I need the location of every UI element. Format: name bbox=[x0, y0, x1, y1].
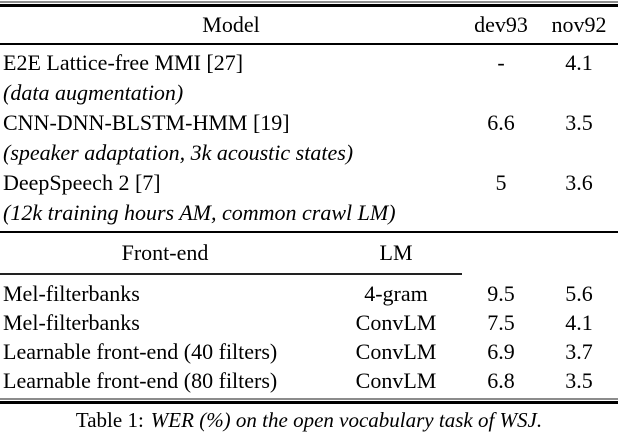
nov92-value: 4.1 bbox=[565, 50, 593, 75]
model-note: (speaker adaptation, 3k acoustic states) bbox=[3, 140, 354, 165]
dev93-value: 5 bbox=[495, 170, 507, 195]
column-header-model: Model bbox=[202, 12, 260, 37]
nov92-value: 3.5 bbox=[565, 110, 593, 135]
model-name: DeepSpeech 2 [7] bbox=[3, 170, 161, 195]
baseline-models-section: E2E Lattice-free MMI [27] - 4.1 (data au… bbox=[0, 45, 618, 231]
bottom-double-rule bbox=[0, 398, 618, 404]
lm-value: 4-gram bbox=[364, 280, 428, 306]
table-row: Mel-filterbanks ConvLM 7.5 4.1 bbox=[0, 308, 618, 337]
dev93-value: 6.8 bbox=[487, 367, 515, 393]
lm-value: ConvLM bbox=[355, 338, 437, 364]
frontend-header-row: Front-end LM bbox=[0, 233, 618, 273]
dev93-value: - bbox=[497, 50, 505, 75]
table-row: Mel-filterbanks 4-gram 9.5 5.6 bbox=[0, 279, 618, 308]
nov92-value: 3.6 bbox=[565, 170, 593, 195]
column-header-dev93: dev93 bbox=[474, 12, 528, 37]
frontend-name: Learnable front-end (80 filters) bbox=[3, 367, 278, 393]
dev93-value: 6.9 bbox=[487, 338, 515, 364]
model-name: CNN-DNN-BLSTM-HMM [19] bbox=[3, 110, 290, 135]
table-row: E2E Lattice-free MMI [27] - 4.1 bbox=[0, 48, 618, 78]
model-note: (data augmentation) bbox=[3, 80, 184, 105]
caption-text: WER (%) on the open vocabulary task of W… bbox=[150, 407, 543, 432]
table-header-row: Model dev93 nov92 bbox=[0, 7, 618, 43]
nov92-value: 5.6 bbox=[565, 280, 593, 306]
nov92-value: 3.5 bbox=[565, 367, 593, 393]
table-row: Learnable front-end (80 filters) ConvLM … bbox=[0, 366, 618, 395]
model-note: (12k training hours AM, common crawl LM) bbox=[3, 200, 396, 225]
column-header-nov92: nov92 bbox=[551, 12, 607, 37]
frontend-name: Learnable front-end (40 filters) bbox=[3, 338, 278, 364]
frontend-header-partial-rule bbox=[0, 273, 462, 275]
header-rule bbox=[0, 43, 618, 45]
model-name: E2E Lattice-free MMI [27] bbox=[3, 50, 244, 75]
column-header-front-end: Front-end bbox=[121, 240, 209, 265]
section-divider-rule bbox=[0, 231, 618, 233]
dev93-value: 6.6 bbox=[487, 110, 515, 135]
lm-value: ConvLM bbox=[355, 309, 437, 335]
table-row: DeepSpeech 2 [7] 5 3.6 bbox=[0, 168, 618, 198]
nov92-value: 3.7 bbox=[565, 338, 593, 364]
frontend-name: Mel-filterbanks bbox=[3, 309, 140, 335]
table-caption: Table 1: WER (%) on the open vocabulary … bbox=[0, 404, 618, 436]
dev93-value: 7.5 bbox=[487, 309, 515, 335]
frontend-results-section: Mel-filterbanks 4-gram 9.5 5.6 Mel-filte… bbox=[0, 275, 618, 395]
table-row: CNN-DNN-BLSTM-HMM [19] 6.6 3.5 bbox=[0, 108, 618, 138]
caption-label: Table 1: bbox=[75, 407, 144, 432]
table-row: Learnable front-end (40 filters) ConvLM … bbox=[0, 337, 618, 366]
dev93-value: 9.5 bbox=[487, 280, 515, 306]
frontend-name: Mel-filterbanks bbox=[3, 280, 140, 306]
top-double-rule bbox=[0, 1, 618, 7]
nov92-value: 4.1 bbox=[565, 309, 593, 335]
column-header-lm: LM bbox=[379, 240, 413, 265]
lm-value: ConvLM bbox=[355, 367, 437, 393]
